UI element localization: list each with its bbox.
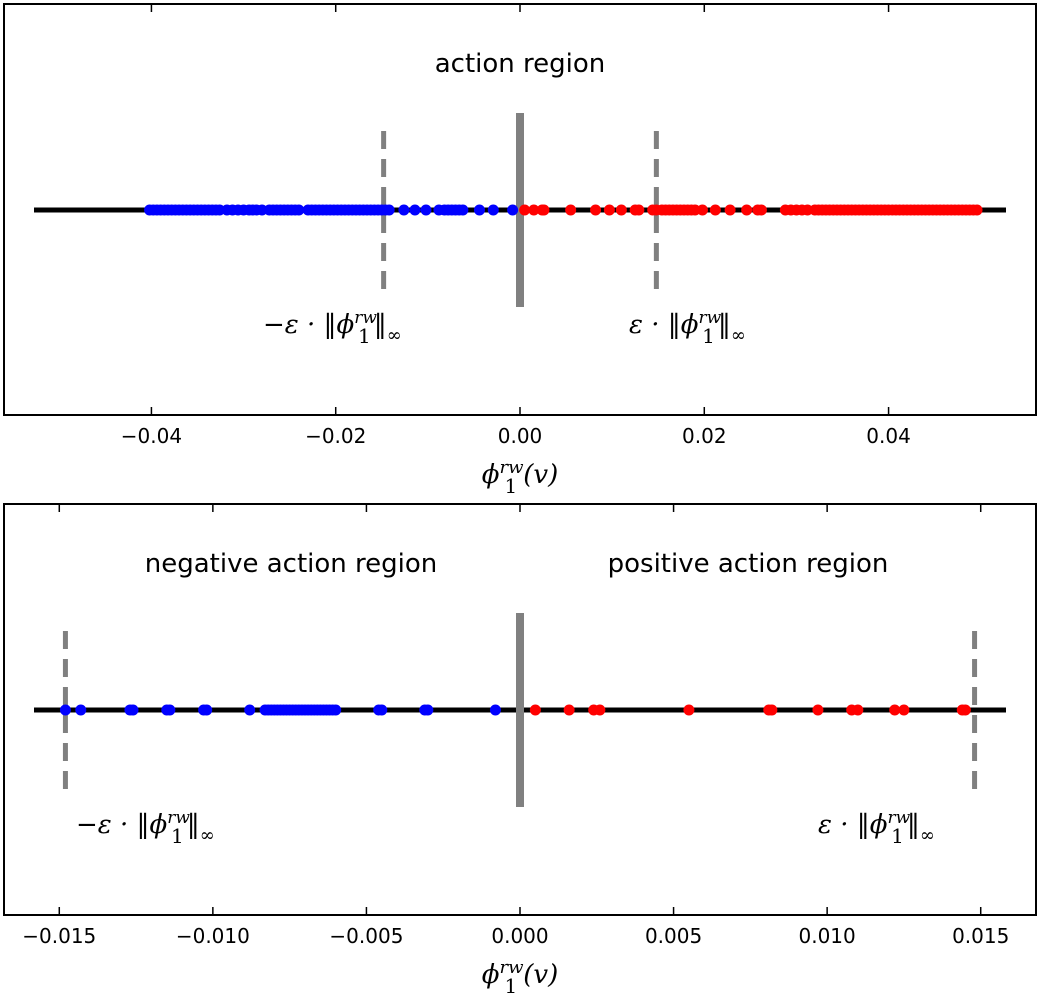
panel-2-positive-point — [812, 704, 824, 716]
panel-1-negative-point — [398, 204, 410, 216]
panel-2-positive-point — [852, 704, 864, 716]
panel-1-tick-label: 0.00 — [498, 424, 543, 448]
panel-2-negative-point — [244, 704, 256, 716]
panel-1-positive-point — [538, 204, 550, 216]
panel-2-tick-label: −0.015 — [22, 924, 96, 948]
panel-2-negative-point — [330, 704, 342, 716]
panel-1-positive-point — [696, 204, 708, 216]
panel-1-positive-point — [603, 204, 615, 216]
panel-1-tick-label: 0.02 — [682, 424, 727, 448]
panel-1-negative-point — [293, 204, 305, 216]
panel-1-positive-point — [519, 204, 531, 216]
panel-1-positive-point — [741, 204, 753, 216]
panel-2-positive-point — [959, 704, 971, 716]
panel-2-tick-label: −0.010 — [176, 924, 250, 948]
panel-1-positive-point — [971, 204, 983, 216]
panel-2-positive-point — [898, 704, 910, 716]
panel-2-positive-point — [889, 704, 901, 716]
panel-2-negative-point — [127, 704, 139, 716]
panel-2-negative-point — [75, 704, 87, 716]
panel-1-negative-point — [383, 204, 395, 216]
panel-2-neg-threshold-label: −ε · ‖ϕrw 1 ‖∞ — [76, 808, 215, 848]
panel-2-positive-point — [766, 704, 778, 716]
panel-1-positive-point — [565, 204, 577, 216]
panel-2-positive-point — [594, 704, 606, 716]
panel-2-negative-point — [422, 704, 434, 716]
panel-1-positive-point — [724, 204, 736, 216]
panel-2-pos-threshold-label: ε · ‖ϕrw 1 ‖∞ — [818, 808, 935, 848]
panel-1-positive-point — [615, 204, 627, 216]
panel-2-positive-point — [563, 704, 575, 716]
panel-1-positive-point — [528, 204, 540, 216]
panel-1-negative-point — [487, 204, 499, 216]
panel-1-pos-threshold-label: ε · ‖ϕrw 1 ‖∞ — [629, 308, 746, 348]
panel-2-negative-point — [489, 704, 501, 716]
panel-2-negative-point — [59, 704, 71, 716]
panel-2-negative-point — [201, 704, 213, 716]
panel-1-positive-point — [709, 204, 721, 216]
panel-2-positive-point — [683, 704, 695, 716]
panel-2-tick-label: 0.015 — [952, 924, 1009, 948]
panel-2-pos-region-label: positive action region — [608, 549, 889, 579]
panel-2-x-axis-label: ϕrw 1 (v) — [482, 957, 558, 998]
panel-2-neg-region-label: negative action region — [145, 549, 438, 579]
panel-1-positive-point — [755, 204, 767, 216]
panel-2-tick-label: 0.000 — [491, 924, 548, 948]
panel-2-tick-label: 0.005 — [645, 924, 702, 948]
panel-1-negative-point — [507, 204, 519, 216]
panel-1-tick-label: −0.02 — [305, 424, 366, 448]
panel-1-tick-label: 0.04 — [866, 424, 911, 448]
panel-1-region-label: action region — [435, 49, 606, 79]
panel-1-negative-point — [473, 204, 485, 216]
panel-1-positive-point — [590, 204, 602, 216]
panel-2-tick-label: −0.005 — [329, 924, 403, 948]
panel-2-negative-point — [376, 704, 388, 716]
panel-2-negative-point — [164, 704, 176, 716]
panel-1-negative-point — [420, 204, 432, 216]
panel-1-neg-threshold-label: −ε · ‖ϕrw 1 ‖∞ — [263, 308, 402, 348]
panel-2-tick-label: 0.010 — [799, 924, 856, 948]
panel-1-negative-point — [457, 204, 469, 216]
panel-1-tick-label: −0.04 — [121, 424, 182, 448]
panel-1-negative-point — [409, 204, 421, 216]
panel-1-x-axis-label: ϕrw 1 (v) — [482, 457, 558, 498]
panel-1-positive-point — [633, 204, 645, 216]
panel-2-positive-point — [529, 704, 541, 716]
